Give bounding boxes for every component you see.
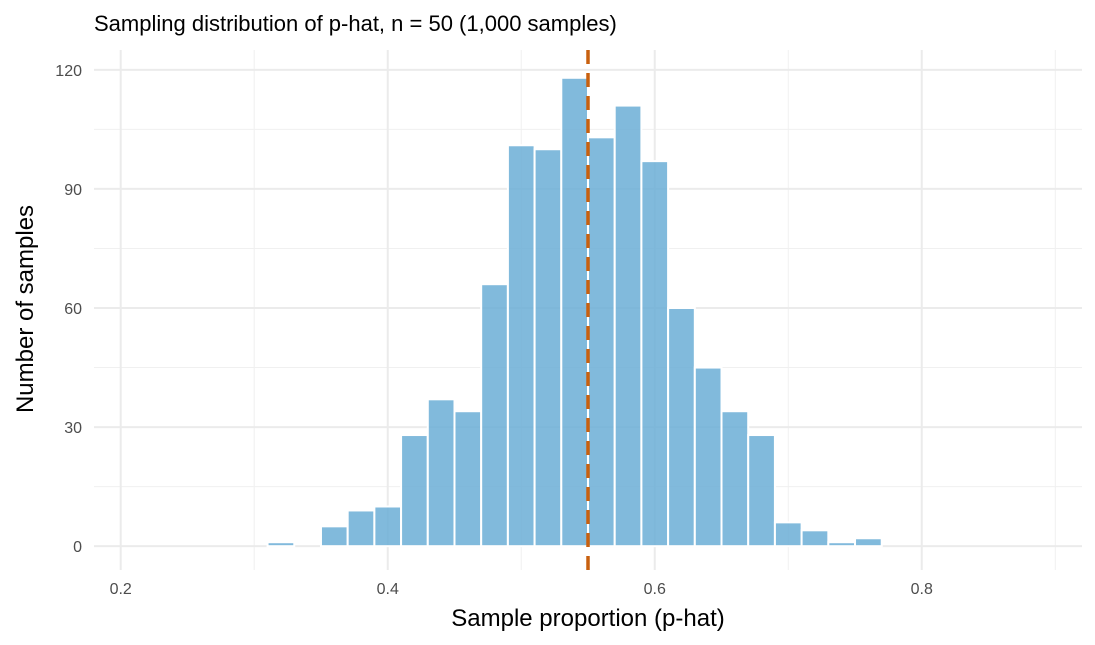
histogram-bar	[800, 529, 830, 548]
histogram-bar	[667, 307, 696, 548]
x-tick-label: 0.8	[911, 581, 933, 598]
histogram-bar	[640, 160, 670, 548]
histogram-bar	[773, 521, 803, 548]
histogram-bar	[613, 104, 643, 548]
histogram-bar	[373, 505, 403, 548]
tick-labels: 0.2 0.4 0.6 0.8 0 30 60 90 120	[55, 63, 933, 598]
histogram-bar	[346, 509, 376, 548]
histogram-bar	[319, 525, 349, 548]
histogram-bars	[266, 76, 883, 548]
histogram-bar	[854, 537, 883, 548]
histogram-bar	[426, 398, 456, 548]
histogram-bar	[587, 136, 616, 548]
histogram-bar	[827, 541, 857, 548]
y-tick-label: 30	[64, 420, 82, 437]
histogram-bar	[533, 148, 563, 548]
histogram-bar	[720, 410, 750, 548]
y-axis-title: Number of samples	[12, 205, 39, 413]
x-tick-label: 0.2	[110, 581, 132, 598]
histogram-bar	[480, 283, 509, 548]
histogram-bar	[747, 434, 776, 548]
x-tick-label: 0.6	[644, 581, 666, 598]
y-tick-label: 60	[64, 301, 82, 318]
histogram-bar	[693, 366, 723, 548]
y-tick-label: 120	[55, 63, 82, 80]
y-tick-label: 0	[73, 539, 82, 556]
y-tick-label: 90	[64, 182, 82, 199]
histogram-bar	[453, 410, 483, 548]
histogram-bar	[266, 541, 296, 548]
x-axis-title: Sample proportion (p-hat)	[451, 605, 724, 632]
x-tick-label: 0.4	[377, 581, 399, 598]
chart-title: Sampling distribution of p-hat, n = 50 (…	[94, 11, 617, 36]
histogram-bar	[400, 434, 429, 548]
histogram-bar	[560, 76, 590, 548]
histogram-bar	[506, 144, 536, 548]
